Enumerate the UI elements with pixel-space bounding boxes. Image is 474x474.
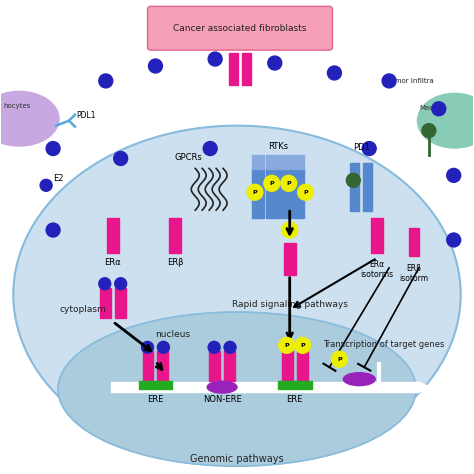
Ellipse shape: [13, 126, 461, 464]
Bar: [279, 168, 291, 218]
Circle shape: [142, 341, 154, 353]
Text: Cancer associated fibroblasts: Cancer associated fibroblasts: [173, 24, 307, 33]
Bar: [371, 218, 383, 253]
FancyBboxPatch shape: [147, 6, 332, 50]
Circle shape: [46, 223, 60, 237]
Circle shape: [362, 142, 376, 155]
Bar: [115, 288, 126, 318]
Bar: [169, 218, 182, 253]
Bar: [350, 164, 359, 211]
Text: P: P: [286, 181, 291, 186]
Bar: [157, 351, 168, 381]
Text: P: P: [337, 357, 342, 362]
Circle shape: [346, 173, 360, 187]
Bar: [409, 228, 419, 256]
Circle shape: [247, 184, 263, 200]
Circle shape: [224, 341, 236, 353]
Bar: [279, 155, 291, 169]
Circle shape: [115, 278, 127, 290]
Text: Rapid signaling pathways: Rapid signaling pathways: [232, 300, 347, 309]
Text: Genomic pathways: Genomic pathways: [190, 454, 284, 464]
Circle shape: [281, 175, 297, 191]
Circle shape: [295, 337, 310, 353]
Ellipse shape: [343, 373, 375, 386]
Text: P: P: [303, 190, 308, 195]
Bar: [229, 53, 238, 85]
Circle shape: [208, 52, 222, 66]
Ellipse shape: [207, 381, 237, 393]
Bar: [224, 351, 235, 381]
Bar: [266, 155, 278, 169]
Circle shape: [40, 179, 52, 191]
Bar: [252, 155, 264, 169]
Circle shape: [148, 59, 163, 73]
Circle shape: [279, 337, 295, 353]
Bar: [297, 351, 308, 381]
Circle shape: [99, 278, 111, 290]
Text: ERβ
isotorm: ERβ isotorm: [400, 264, 428, 283]
Text: PDL1: PDL1: [76, 111, 95, 120]
Text: P: P: [270, 181, 274, 186]
Circle shape: [422, 124, 436, 137]
Ellipse shape: [0, 91, 59, 146]
Text: Transcription of target genes: Transcription of target genes: [323, 340, 445, 349]
Bar: [292, 155, 304, 169]
Ellipse shape: [418, 93, 474, 148]
Bar: [242, 53, 251, 85]
Text: Macro: Macro: [419, 105, 440, 111]
Circle shape: [208, 341, 220, 353]
Text: GPCRs: GPCRs: [174, 154, 202, 163]
Circle shape: [203, 142, 217, 155]
Circle shape: [432, 102, 446, 116]
Text: RTKs: RTKs: [268, 142, 288, 151]
Circle shape: [328, 66, 341, 80]
Text: P: P: [301, 343, 305, 348]
Circle shape: [382, 74, 396, 88]
Ellipse shape: [58, 312, 416, 466]
Circle shape: [264, 175, 280, 191]
Text: ERα: ERα: [104, 258, 121, 267]
Bar: [282, 351, 292, 381]
Circle shape: [46, 142, 60, 155]
Bar: [143, 351, 154, 381]
Text: hocytes: hocytes: [3, 103, 31, 109]
Circle shape: [298, 184, 313, 200]
Text: ERα
isotorms: ERα isotorms: [361, 260, 394, 279]
Circle shape: [114, 152, 128, 165]
Text: E2: E2: [53, 174, 64, 183]
Circle shape: [282, 222, 298, 238]
Bar: [266, 168, 278, 218]
Bar: [292, 168, 304, 218]
Text: P: P: [253, 190, 257, 195]
Text: P: P: [287, 228, 292, 233]
Text: NON-ERE: NON-ERE: [203, 395, 241, 404]
Bar: [111, 382, 419, 392]
Circle shape: [331, 351, 347, 367]
Circle shape: [157, 341, 169, 353]
Bar: [138, 381, 173, 389]
Circle shape: [268, 56, 282, 70]
Circle shape: [447, 233, 461, 247]
Bar: [363, 164, 372, 211]
Text: ERE: ERE: [286, 395, 303, 404]
Text: cytoplasm: cytoplasm: [59, 305, 106, 314]
Bar: [278, 381, 311, 389]
Text: nucleus: nucleus: [155, 330, 191, 339]
Text: Tumor infiltra: Tumor infiltra: [387, 78, 434, 84]
Bar: [252, 168, 264, 218]
Text: ERβ: ERβ: [167, 258, 183, 267]
Bar: [284, 243, 296, 275]
Text: ERE: ERE: [147, 395, 164, 404]
Circle shape: [447, 168, 461, 182]
Bar: [107, 218, 118, 253]
Bar: [209, 351, 220, 381]
Circle shape: [99, 74, 113, 88]
Text: P: P: [284, 343, 289, 348]
Text: PD1: PD1: [353, 144, 370, 153]
Bar: [100, 288, 111, 318]
